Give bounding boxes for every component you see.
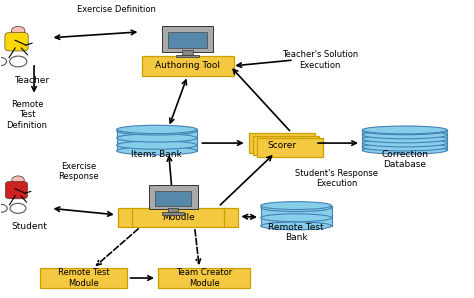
Ellipse shape bbox=[117, 141, 197, 149]
Ellipse shape bbox=[261, 202, 332, 209]
Ellipse shape bbox=[362, 143, 447, 151]
Text: Exercise
Response: Exercise Response bbox=[59, 162, 99, 181]
Text: Student: Student bbox=[11, 222, 47, 231]
Text: Teacher: Teacher bbox=[14, 76, 49, 85]
Circle shape bbox=[12, 176, 24, 184]
Ellipse shape bbox=[117, 125, 197, 134]
FancyBboxPatch shape bbox=[249, 134, 315, 153]
Bar bbox=[261, 206, 332, 226]
FancyBboxPatch shape bbox=[155, 190, 191, 206]
FancyBboxPatch shape bbox=[168, 32, 207, 48]
Text: Moodle: Moodle bbox=[162, 213, 194, 222]
Text: Correction
Database: Correction Database bbox=[381, 150, 428, 169]
Text: Scorer: Scorer bbox=[267, 141, 297, 150]
FancyBboxPatch shape bbox=[118, 208, 238, 227]
Ellipse shape bbox=[362, 131, 447, 139]
Ellipse shape bbox=[362, 135, 447, 143]
FancyBboxPatch shape bbox=[253, 136, 319, 155]
Text: Remote Test
Bank: Remote Test Bank bbox=[268, 223, 324, 242]
Bar bbox=[162, 212, 184, 215]
Text: Items Bank: Items Bank bbox=[131, 150, 182, 159]
FancyBboxPatch shape bbox=[158, 268, 250, 288]
Bar bbox=[362, 130, 447, 150]
Bar bbox=[176, 55, 199, 57]
FancyBboxPatch shape bbox=[142, 56, 234, 76]
Text: Authoring Tool: Authoring Tool bbox=[155, 61, 220, 70]
Bar bbox=[117, 129, 197, 151]
Ellipse shape bbox=[261, 214, 332, 222]
Text: Teacher's Solution
Execution: Teacher's Solution Execution bbox=[282, 50, 358, 70]
Ellipse shape bbox=[117, 127, 197, 135]
Ellipse shape bbox=[362, 139, 447, 147]
FancyBboxPatch shape bbox=[40, 268, 128, 288]
Ellipse shape bbox=[261, 204, 332, 212]
Text: Remote
Test
Definition: Remote Test Definition bbox=[7, 100, 47, 130]
Text: Remote Test
Module: Remote Test Module bbox=[58, 268, 109, 288]
Circle shape bbox=[11, 27, 25, 35]
Ellipse shape bbox=[362, 127, 447, 135]
FancyBboxPatch shape bbox=[149, 185, 198, 209]
FancyBboxPatch shape bbox=[5, 181, 27, 199]
Text: Student's Response
Execution: Student's Response Execution bbox=[295, 169, 378, 188]
Ellipse shape bbox=[117, 134, 197, 142]
Bar bbox=[168, 208, 178, 212]
Text: Team Creator
Module: Team Creator Module bbox=[176, 268, 232, 288]
FancyBboxPatch shape bbox=[5, 32, 28, 51]
Ellipse shape bbox=[117, 147, 197, 155]
FancyBboxPatch shape bbox=[162, 26, 213, 52]
Bar bbox=[182, 50, 193, 55]
FancyBboxPatch shape bbox=[256, 138, 323, 157]
Text: Exercise Definition: Exercise Definition bbox=[77, 5, 156, 14]
Ellipse shape bbox=[362, 126, 447, 134]
Ellipse shape bbox=[362, 146, 447, 154]
Ellipse shape bbox=[261, 222, 332, 230]
